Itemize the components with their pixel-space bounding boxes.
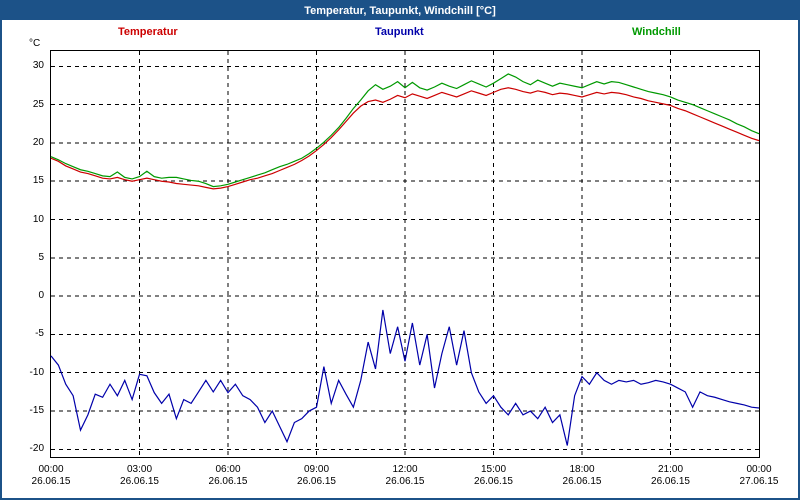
- x-tick-label: 09:00 26.06.15: [297, 464, 336, 487]
- series-line-windchill: [50, 73, 760, 188]
- x-tick-label: 18:00 26.06.15: [562, 464, 602, 487]
- legend-item-taupunkt: Taupunkt: [375, 26, 424, 38]
- x-tick-label: 00:00 27.06.15: [739, 464, 779, 487]
- series-lines: [50, 73, 760, 446]
- y-tick-label: -20: [29, 443, 44, 455]
- y-axis-unit-label: °C: [29, 38, 41, 49]
- series-line-taupunkt: [50, 309, 760, 446]
- y-tick-label: 20: [32, 136, 44, 148]
- y-tick-label: -5: [35, 328, 44, 340]
- legend-item-temperatur: Temperatur: [118, 26, 178, 38]
- y-tick-label: 10: [32, 213, 44, 225]
- y-tick-label: 25: [32, 98, 44, 110]
- x-tick-label: 15:00 26.06.15: [474, 464, 513, 487]
- y-tick-label: 5: [38, 251, 44, 263]
- plot-svg: [50, 51, 760, 457]
- plot-area: [50, 50, 760, 458]
- y-tick-label: 15: [32, 175, 44, 187]
- y-tick-label: -10: [29, 366, 44, 378]
- chart-legend: Temperatur Taupunkt Windchill: [2, 26, 798, 40]
- y-tick-label: -15: [29, 405, 44, 417]
- legend-item-windchill: Windchill: [632, 26, 681, 38]
- x-tick-label: 21:00 26.06.15: [651, 464, 690, 487]
- x-tick-label: 06:00 26.06.15: [208, 464, 248, 487]
- x-tick-label: 12:00 26.06.15: [385, 464, 425, 487]
- y-tick-label: 30: [32, 60, 44, 72]
- gridlines: [51, 51, 759, 457]
- series-line-temperatur: [50, 87, 760, 190]
- x-tick-label: 03:00 26.06.15: [120, 464, 159, 487]
- window-title: Temperatur, Taupunkt, Windchill [°C]: [2, 2, 798, 20]
- y-tick-label: 0: [38, 290, 44, 302]
- x-tick-label: 00:00 26.06.15: [31, 464, 71, 487]
